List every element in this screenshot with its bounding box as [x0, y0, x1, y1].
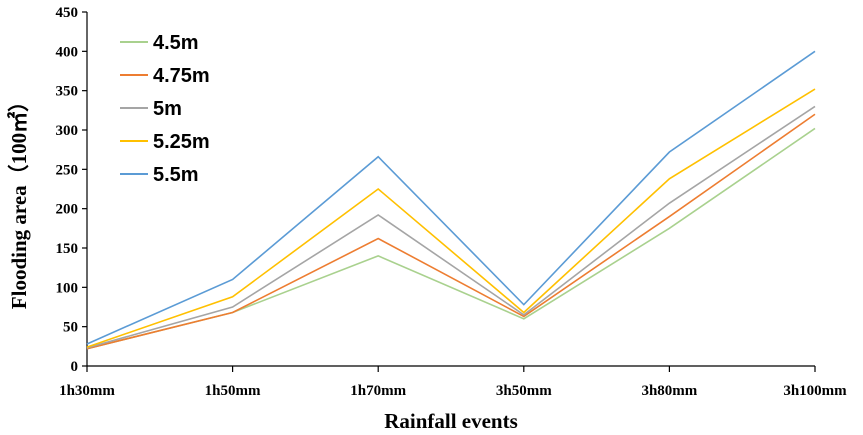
y-tick-label: 50: [63, 320, 78, 336]
y-tick-label: 0: [71, 359, 79, 375]
series-line-4-5m: [86, 127, 816, 350]
x-tick-label: 3h100mm: [783, 383, 847, 399]
x-tick-label: 1h70mm: [350, 383, 406, 399]
legend: 4.5m 4.75m 5m 5.25m 5.5m: [120, 32, 210, 186]
x-tick-label: 1h30mm: [59, 383, 115, 399]
series-line-4-75m: [86, 113, 816, 350]
legend-label: 5.25m: [153, 131, 210, 153]
y-tick-label: 100: [56, 280, 79, 296]
y-tick-label: 400: [56, 44, 79, 60]
series-line-5-25m: [86, 88, 816, 348]
y-axis-title: Flooding area（100㎡）: [7, 91, 31, 309]
axes: [86, 12, 815, 367]
legend-label: 5.5m: [153, 164, 199, 186]
x-tick-label: 3h80mm: [641, 383, 697, 399]
y-tick-label: 250: [56, 162, 79, 178]
x-tick-label: 1h50mm: [205, 383, 261, 399]
ticks: 0 50 100 150 200 250 300 350 400 450 1h30mm 1h50mm 1…: [56, 5, 848, 399]
legend-label: 5m: [153, 98, 182, 120]
series-line-5m: [86, 105, 816, 349]
legend-label: 4.5m: [153, 32, 199, 54]
y-tick-label: 200: [56, 202, 79, 218]
series-lines: [86, 50, 816, 350]
y-tick-label: 350: [56, 84, 79, 100]
series-line-5-5m: [86, 50, 816, 345]
y-tick-label: 450: [56, 5, 79, 21]
legend-label: 4.75m: [153, 65, 210, 87]
y-tick-label: 300: [56, 123, 79, 139]
x-axis-title: Rainfall events: [384, 409, 518, 433]
y-tick-label: 150: [56, 241, 79, 257]
x-tick-label: 3h50mm: [496, 383, 552, 399]
